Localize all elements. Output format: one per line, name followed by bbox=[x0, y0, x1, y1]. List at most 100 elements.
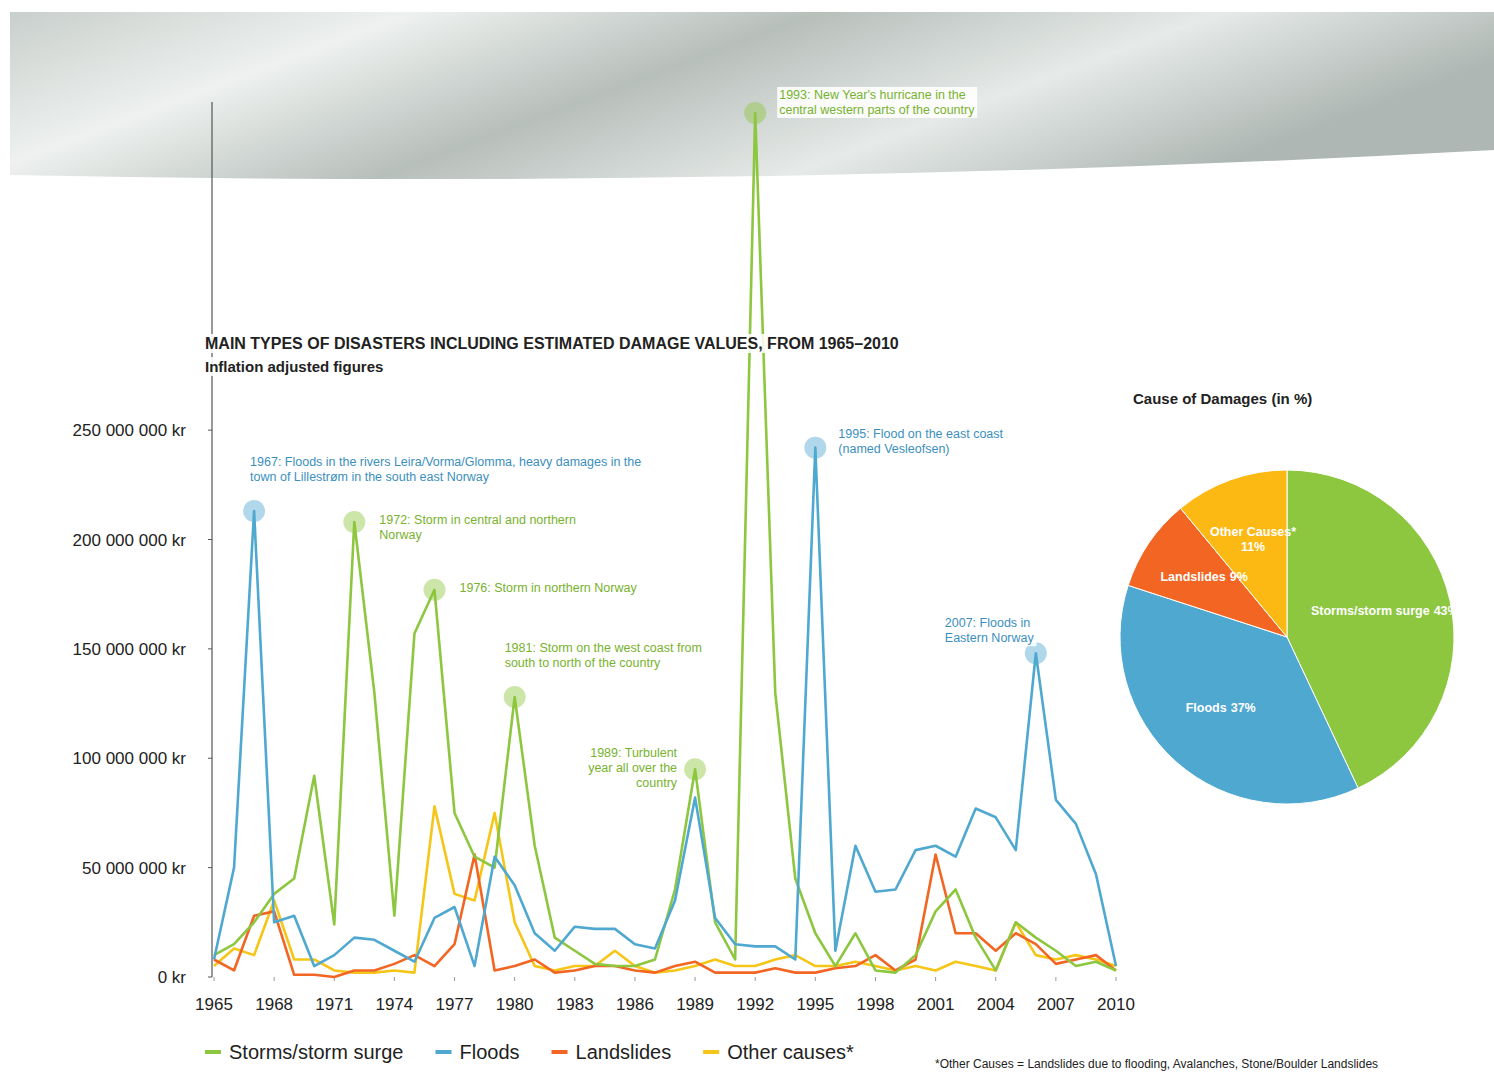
text-line: 1972: Storm in central and northern bbox=[379, 513, 576, 527]
x-tick bbox=[574, 977, 575, 981]
subtitle: Inflation adjusted figures bbox=[205, 358, 383, 375]
text-patch bbox=[202, 357, 386, 376]
text-line: 1995: Flood on the east coast bbox=[838, 427, 1003, 441]
x-tick-label: 2010 bbox=[1097, 995, 1135, 1014]
annotation-marker bbox=[804, 437, 826, 459]
x-tick bbox=[935, 977, 936, 981]
annotation: 1976: Storm in northern Norway bbox=[459, 581, 637, 595]
x-tick bbox=[454, 977, 455, 981]
x-tick-label: 1974 bbox=[375, 995, 413, 1014]
legend-label: Storms/storm surge bbox=[229, 1041, 403, 1063]
y-tick bbox=[208, 539, 212, 540]
x-tick-label: 1989 bbox=[676, 995, 714, 1014]
text-line: 2007: Floods in bbox=[945, 616, 1031, 630]
text-patch bbox=[377, 512, 578, 543]
text-line: central western parts of the country bbox=[779, 103, 975, 117]
pie-label: Other Causes*11% bbox=[1210, 525, 1296, 554]
x-tick-label: 1992 bbox=[736, 995, 774, 1014]
legend-label: Other causes* bbox=[727, 1041, 854, 1063]
series-line bbox=[214, 448, 1116, 966]
series-line bbox=[214, 855, 1116, 978]
x-tick bbox=[695, 977, 696, 981]
text-patch bbox=[202, 334, 902, 353]
x-tick-label: 1965 bbox=[195, 995, 233, 1014]
x-tick-label: 1980 bbox=[496, 995, 534, 1014]
plot-lines bbox=[214, 113, 1116, 977]
legend-swatch bbox=[205, 1050, 221, 1054]
legend-swatch bbox=[703, 1050, 719, 1054]
pie-slice bbox=[1181, 470, 1287, 637]
x-tick-label: 2001 bbox=[917, 995, 955, 1014]
annotation-marker bbox=[684, 758, 706, 780]
x-tick-label: 2007 bbox=[1037, 995, 1075, 1014]
text-patch bbox=[248, 454, 643, 485]
y-tick-label: 150 000 000 kr bbox=[73, 640, 187, 659]
annotation-marker bbox=[504, 686, 526, 708]
pie-label: Storms/storm surge 43% bbox=[1311, 604, 1459, 618]
x-tick bbox=[815, 977, 816, 981]
x-tick-label: 1986 bbox=[616, 995, 654, 1014]
pie-title: Cause of Damages (in %) bbox=[1133, 390, 1312, 407]
pie-category: Storms/storm surge bbox=[1311, 604, 1430, 618]
x-tick bbox=[274, 977, 275, 981]
title: MAIN TYPES OF DISASTERS INCLUDING ESTIMA… bbox=[205, 335, 899, 352]
annotation: 1989: Turbulentyear all over thecountry bbox=[588, 746, 678, 790]
y-tick bbox=[208, 648, 212, 649]
text-line: 1981: Storm on the west coast from bbox=[505, 641, 702, 655]
annotation-marker bbox=[243, 500, 265, 522]
x-tick-label: 1983 bbox=[556, 995, 594, 1014]
text-patch bbox=[836, 426, 1005, 457]
x-tick-label: 2004 bbox=[977, 995, 1015, 1014]
legend-swatch bbox=[435, 1050, 451, 1054]
x-tick-label: 1995 bbox=[796, 995, 834, 1014]
x-tick-label: 1971 bbox=[315, 995, 353, 1014]
annotation-marker bbox=[744, 102, 766, 124]
text-patch bbox=[777, 87, 977, 118]
text-line: town of Lillestrøm in the south east Nor… bbox=[250, 470, 490, 484]
x-tick bbox=[875, 977, 876, 981]
chart: 0 kr50 000 000 kr100 000 000 kr150 000 0… bbox=[0, 0, 1494, 1075]
text-line: Eastern Norway bbox=[945, 631, 1035, 645]
legend-label: Floods bbox=[459, 1041, 519, 1063]
text-line: 1993: New Year's hurricane in the bbox=[779, 88, 966, 102]
x-tick bbox=[214, 977, 215, 981]
y-tick bbox=[208, 867, 212, 868]
x-tick bbox=[1055, 977, 1056, 981]
pie-category: Floods bbox=[1186, 701, 1227, 715]
pie-category: Other Causes* bbox=[1210, 525, 1296, 539]
annotation: 1972: Storm in central and northernNorwa… bbox=[379, 513, 576, 542]
y-tick bbox=[208, 977, 212, 978]
text-line: country bbox=[636, 776, 678, 790]
footnote: *Other Causes = Landslides due to floodi… bbox=[935, 1057, 1378, 1071]
annotation: 1967: Floods in the rivers Leira/Vorma/G… bbox=[250, 455, 641, 484]
x-tick bbox=[755, 977, 756, 981]
pie-value: 37% bbox=[1231, 701, 1256, 715]
pie-value: 11% bbox=[1241, 540, 1265, 554]
pie-value: 9% bbox=[1230, 570, 1248, 584]
text-line: year all over the bbox=[588, 761, 677, 775]
x-tick-label: 1998 bbox=[857, 995, 895, 1014]
text-patch bbox=[457, 580, 639, 596]
annotation-marker bbox=[343, 511, 365, 533]
x-tick bbox=[634, 977, 635, 981]
annotation: 1993: New Year's hurricane in thecentral… bbox=[779, 88, 975, 117]
annotation: 1995: Flood on the east coast(named Vesl… bbox=[838, 427, 1003, 456]
text-line: (named Vesleofsen) bbox=[838, 442, 949, 456]
text-patch bbox=[586, 745, 680, 791]
pie-label: Landslides 9% bbox=[1160, 570, 1247, 584]
text-line: south to north of the country bbox=[505, 656, 661, 670]
y-tick-label: 200 000 000 kr bbox=[73, 531, 187, 550]
pie-value: 43% bbox=[1434, 604, 1459, 618]
legend-label: Landslides bbox=[576, 1041, 672, 1063]
annotation: 2007: Floods inEastern Norway bbox=[945, 616, 1035, 645]
x-tick-label: 1977 bbox=[436, 995, 474, 1014]
x-tick bbox=[995, 977, 996, 981]
y-tick-label: 50 000 000 kr bbox=[82, 859, 186, 878]
series-line bbox=[214, 113, 1116, 973]
pie-category: Landslides bbox=[1160, 570, 1225, 584]
text-patch bbox=[943, 615, 1037, 646]
text-line: Norway bbox=[379, 528, 422, 542]
y-tick bbox=[208, 758, 212, 759]
x-tick bbox=[514, 977, 515, 981]
x-tick bbox=[1116, 977, 1117, 981]
